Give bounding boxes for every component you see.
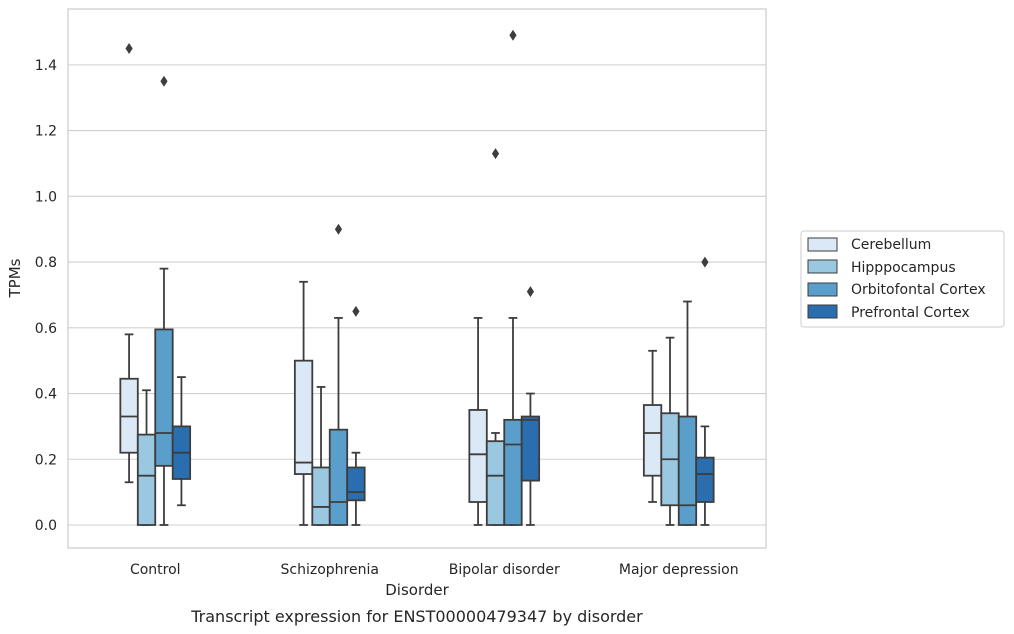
- y-tick-label: 1.4: [35, 58, 57, 74]
- box-body: [136, 433, 157, 526]
- box-body: [468, 409, 488, 503]
- outlier-point: [352, 305, 360, 317]
- box-major-depression-prefrontal-cortex: [695, 256, 715, 526]
- box-bipolar-disorder-orbitofontal-cortex: [503, 29, 523, 526]
- x-tick-label-schizophrenia: Schizophrenia: [281, 562, 379, 578]
- box-body: [346, 466, 366, 502]
- box-control-prefrontal-cortex: [171, 376, 192, 507]
- box-body: [642, 404, 663, 477]
- y-tick-label: 0.0: [35, 518, 57, 534]
- y-tick-label: 1.2: [35, 124, 57, 140]
- box-schizophrenia-cerebellum: [293, 280, 314, 526]
- legend-swatch-hippocampus: [807, 259, 838, 274]
- legend-label-hippocampus: Hipppocampus: [851, 260, 956, 276]
- box-major-depression-orbitofontal-cortex: [677, 300, 698, 526]
- box-body: [695, 456, 715, 503]
- box-control-hipppocampus: [136, 389, 157, 526]
- y-tick-label: 0.4: [35, 387, 57, 403]
- outlier-point: [509, 29, 517, 41]
- box-bipolar-disorder-prefrontal-cortex: [520, 286, 541, 526]
- outlier-point: [160, 75, 168, 87]
- outlier-point: [491, 148, 500, 160]
- box-body: [311, 466, 331, 526]
- box-body: [293, 359, 314, 475]
- outlier-point: [125, 42, 133, 54]
- legend-frame: [800, 230, 1005, 328]
- x-tick-label-bipolar-disorder: Bipolar disorder: [449, 562, 560, 578]
- box-body: [503, 418, 523, 526]
- box-body: [328, 428, 349, 526]
- box-body: [677, 415, 698, 526]
- box-schizophrenia-prefrontal-cortex: [346, 305, 366, 526]
- y-tick-label: 0.2: [35, 452, 57, 468]
- outlier-point: [334, 223, 343, 235]
- box-control-orbitofontal-cortex: [154, 75, 174, 526]
- x-tick-labels: Control Schizophrenia Bipolar disorder Majo…: [130, 562, 739, 578]
- box-body: [520, 415, 541, 482]
- y-tick-labels: 0.0 0.2 0.4 0.6 0.8 1.0 1.2 1.4: [35, 58, 57, 534]
- y-axis-title: TPMs: [6, 258, 24, 298]
- plot-frame: [67, 8, 767, 549]
- legend: Cerebellum Hipppocampus Orbitofontal Cor…: [800, 230, 1005, 328]
- x-tick-label-control: Control: [130, 562, 181, 578]
- box-body: [154, 328, 174, 467]
- outlier-point: [526, 286, 535, 298]
- y-tick-label: 1.0: [35, 189, 57, 205]
- box-body: [485, 440, 506, 526]
- legend-swatch-orbitofrontal-cortex: [807, 282, 838, 297]
- legend-swatch-prefrontal-cortex: [807, 304, 838, 319]
- outlier-point: [701, 256, 709, 268]
- box-groups: [119, 29, 715, 526]
- x-tick-label-major-depression: Major depression: [619, 562, 739, 578]
- legend-label-cerebellum: Cerebellum: [851, 237, 931, 253]
- box-schizophrenia-hipppocampus: [311, 386, 331, 526]
- chart-caption: Transcript expression for ENST0000047934…: [190, 607, 643, 626]
- box-control-cerebellum: [119, 42, 139, 484]
- legend-label-orbitofrontal-cortex: Orbitofontal Cortex: [851, 282, 986, 298]
- y-tick-label: 0.6: [35, 321, 57, 337]
- legend-swatch-cerebellum: [807, 237, 838, 252]
- y-tick-label: 0.8: [35, 255, 57, 271]
- box-bipolar-disorder-cerebellum: [468, 317, 488, 526]
- legend-label-prefrontal-cortex: Prefrontal Cortex: [851, 305, 970, 321]
- x-axis-title: Disorder: [385, 581, 449, 599]
